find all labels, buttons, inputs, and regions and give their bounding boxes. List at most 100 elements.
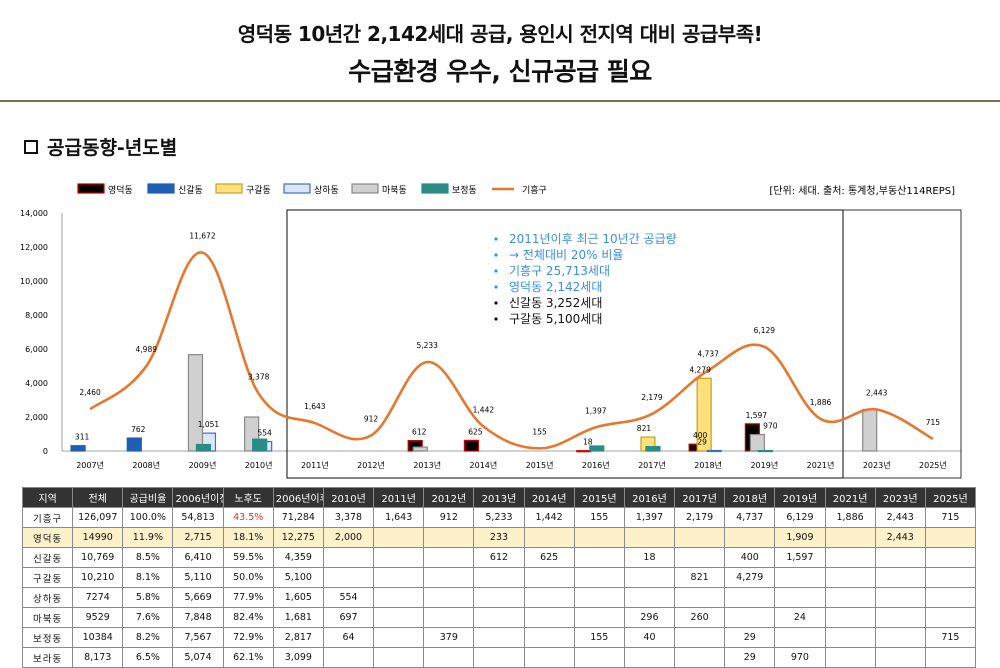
table-cell	[322, 647, 375, 668]
bar	[126, 437, 142, 452]
table-header-cell: 2006년이후	[272, 487, 324, 508]
table-header-cell: 2023년	[874, 487, 926, 508]
table-cell: 912	[423, 507, 475, 528]
table-cell: 100.0%	[122, 507, 174, 528]
table-cell	[322, 547, 375, 568]
table-header-cell: 2021년	[824, 487, 876, 508]
table-cell: 697	[322, 607, 375, 628]
chart-labels: 2,460 4,989 11,672 3,378 1,643 912 5,233 1,442 1…	[75, 232, 940, 447]
table-cell	[924, 547, 977, 568]
table-cell	[373, 627, 425, 648]
x-tick-label: 2007년	[76, 460, 104, 470]
region-cell: 보정동	[21, 627, 74, 648]
y-tick-label: 8,000	[25, 311, 48, 320]
table-cell	[874, 627, 926, 648]
table-header-cell: 지역	[21, 487, 74, 508]
table-cell	[623, 527, 676, 548]
bar	[576, 450, 592, 453]
table-cell	[824, 527, 876, 548]
line-data-label: 1,442	[473, 405, 495, 414]
bar	[645, 445, 661, 452]
table-cell: 821	[674, 567, 726, 588]
series-line	[89, 251, 934, 450]
table-cell: 18	[623, 547, 676, 568]
table-cell: 6.5%	[122, 647, 174, 668]
table-cell: 5,233	[473, 507, 525, 528]
table-cell	[924, 607, 977, 628]
table-cell: 1,681	[272, 607, 324, 628]
table-cell: 2,000	[322, 527, 375, 548]
table-cell	[924, 587, 977, 608]
x-tick-label: 2017년	[638, 460, 666, 470]
x-tick-label: 2010년	[245, 460, 273, 470]
table-cell: 260	[674, 607, 726, 628]
table-cell	[824, 587, 876, 608]
table-header-cell: 2025년	[924, 487, 977, 508]
callout-line: 2011년이후 최근 10년간 공급량	[509, 232, 677, 246]
callout-bullet	[494, 237, 498, 241]
table-cell: 9529	[72, 607, 124, 628]
line-data-label: 1,643	[304, 402, 326, 411]
table-cell	[573, 647, 625, 668]
table-cell: 10,769	[72, 547, 124, 568]
table-cell: 7.6%	[122, 607, 174, 628]
table-cell: 4,359	[272, 547, 324, 568]
table-cell: 715	[924, 507, 977, 528]
table-cell: 82.4%	[222, 607, 274, 628]
table-cell	[523, 627, 575, 648]
table-cell	[373, 647, 425, 668]
table-cell	[523, 587, 575, 608]
line-data-label: 3,378	[248, 373, 270, 382]
table-cell	[724, 527, 776, 548]
table-cell: 155	[573, 507, 625, 528]
legend-label: 마북동	[382, 185, 407, 196]
table-cell: 7,567	[172, 627, 224, 648]
table-cell	[674, 587, 726, 608]
table-cell: 3,099	[272, 647, 324, 668]
table-cell	[423, 587, 475, 608]
legend-swatch	[421, 183, 449, 194]
table-header-cell: 2012년	[423, 487, 475, 508]
region-cell: 기흥구	[21, 507, 74, 528]
table-header-cell: 2013년	[473, 487, 525, 508]
table-cell: 29	[724, 647, 776, 668]
x-tick-label: 2023년	[863, 460, 891, 470]
table-cell: 3,378	[322, 507, 375, 528]
table-row: 보라동 8,173 6.5% 5,074 62.1% 3,099 29 970	[21, 647, 977, 668]
table-body: 기흥구 126,097 100.0% 54,813 43.5% 71,284 3,378 1,…	[21, 507, 977, 668]
future-period-frame	[842, 209, 962, 479]
x-tick-label: 2016년	[582, 460, 610, 470]
table-cell	[924, 527, 977, 548]
table-header-cell: 노후도	[222, 487, 274, 508]
page-header: 영덕동 10년간 2,142세대 공급, 용인시 전지역 대비 공급부족! 수급…	[0, 0, 1000, 100]
table-row: 영덕동 14990 11.9% 2,715 18.1% 12,275 2,000 233 1,9…	[21, 527, 977, 548]
table-cell	[874, 547, 926, 568]
table-row: 마북동 9529 7.6% 7,848 82.4% 1,681 697 296 260 24	[21, 607, 977, 628]
table-cell: 5.8%	[122, 587, 174, 608]
bar-data-label: 612	[412, 428, 427, 437]
callout-line: → 전체대비 20% 비율	[509, 248, 623, 262]
header-divider	[0, 100, 1000, 102]
supply-table: 지역전체공급비율2006년이전노후도2006년이후2010년2011년2012년…	[21, 487, 977, 668]
region-cell: 신갈동	[21, 547, 74, 568]
legend-label: 보정동	[452, 185, 477, 196]
bar-data-label: 1,051	[198, 420, 220, 429]
table-cell	[674, 547, 726, 568]
table-cell	[473, 607, 525, 628]
bar-data-label: 821	[637, 424, 652, 433]
table-row: 구갈동 10,210 8.1% 5,110 50.0% 5,100 821 4,279	[21, 567, 977, 588]
table-cell: 10384	[72, 627, 124, 648]
table-cell	[573, 567, 625, 588]
table-cell	[423, 647, 475, 668]
legend-label: 영덕동	[108, 185, 133, 196]
bar	[70, 445, 86, 452]
table-cell: 5,669	[172, 587, 224, 608]
table-cell: 233	[473, 527, 525, 548]
chart-axes: 0 2,000 4,000 6,000 8,000 10,000 12,000 14,000 2…	[20, 209, 961, 470]
bar-data-label: 29	[697, 438, 707, 447]
bar	[706, 449, 722, 453]
callout-bullet	[494, 269, 498, 273]
table-cell	[824, 547, 876, 568]
table-cell	[423, 567, 475, 588]
table-cell: 1,909	[774, 527, 826, 548]
